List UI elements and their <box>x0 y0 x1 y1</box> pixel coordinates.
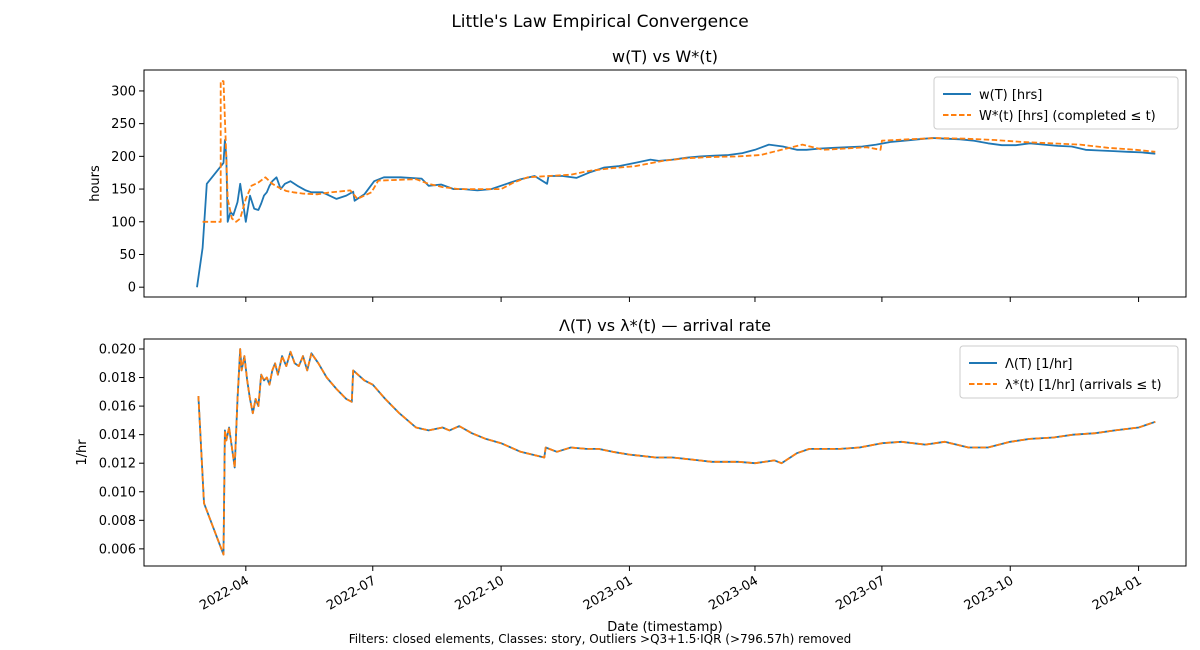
y-tick-label: 0.008 <box>99 514 136 529</box>
legend-label: Λ(T) [1/hr] <box>1005 357 1073 372</box>
series-line-secondary <box>202 80 1156 223</box>
y-tick-label: 50 <box>119 248 136 263</box>
y-axis-label: 1/hr <box>75 439 90 466</box>
y-tick-label: 0.014 <box>99 428 136 443</box>
legend-label: λ*(t) [1/hr] (arrivals ≤ t) <box>1005 378 1162 393</box>
x-tick-label: 2022-07 <box>324 573 379 613</box>
figure-title: Little's Law Empirical Convergence <box>451 12 748 32</box>
x-tick-label: 2023-10 <box>962 573 1017 613</box>
x-tick-label: 2022-10 <box>453 573 508 613</box>
x-tick-label: 2023-01 <box>581 573 636 613</box>
legend-label: w(T) [hrs] <box>979 88 1042 103</box>
y-axis-label: hours <box>88 165 103 202</box>
panel-bottom: Λ(T) vs λ*(t) — arrival rate 0.006 0.008 0.… <box>75 316 1187 635</box>
y-tick-label: 100 <box>111 215 136 230</box>
y-tick-label: 0.020 <box>99 342 136 357</box>
y-tick-label: 150 <box>111 183 136 198</box>
x-axis-label: Date (timestamp) <box>607 620 722 635</box>
legend-box <box>959 345 1179 399</box>
chart-title: w(T) vs W*(t) <box>612 47 718 66</box>
axes-frame <box>143 69 1187 298</box>
chart-title: Λ(T) vs λ*(t) — arrival rate <box>559 316 771 335</box>
y-tick-label: 200 <box>111 150 136 165</box>
x-tick-label: 2024-01 <box>1090 573 1145 613</box>
legend-box <box>933 76 1179 130</box>
series-line-secondary <box>197 348 1156 556</box>
y-tick-label: 0.010 <box>99 485 136 500</box>
x-tick-label: 2023-04 <box>706 573 761 613</box>
legend-label: W*(t) [hrs] (completed ≤ t) <box>979 109 1156 124</box>
y-tick-label: 250 <box>111 117 136 132</box>
axes-frame <box>143 338 1187 567</box>
x-tick-label: 2022-04 <box>197 573 252 613</box>
footer-note: Filters: closed elements, Classes: story… <box>349 632 852 646</box>
y-tick-label: 0 <box>128 281 136 296</box>
series-line-primary <box>196 137 1156 288</box>
y-tick-label: 0.012 <box>99 457 136 472</box>
x-tick-label: 2023-07 <box>833 573 888 613</box>
y-tick-label: 0.018 <box>99 371 136 386</box>
y-tick-label: 0.016 <box>99 400 136 415</box>
y-tick-label: 0.006 <box>99 542 136 557</box>
panel-top: w(T) vs W*(t) 0 50 100 150 200 250 300 hours w(T)… <box>88 47 1187 302</box>
y-tick-label: 300 <box>111 84 136 99</box>
